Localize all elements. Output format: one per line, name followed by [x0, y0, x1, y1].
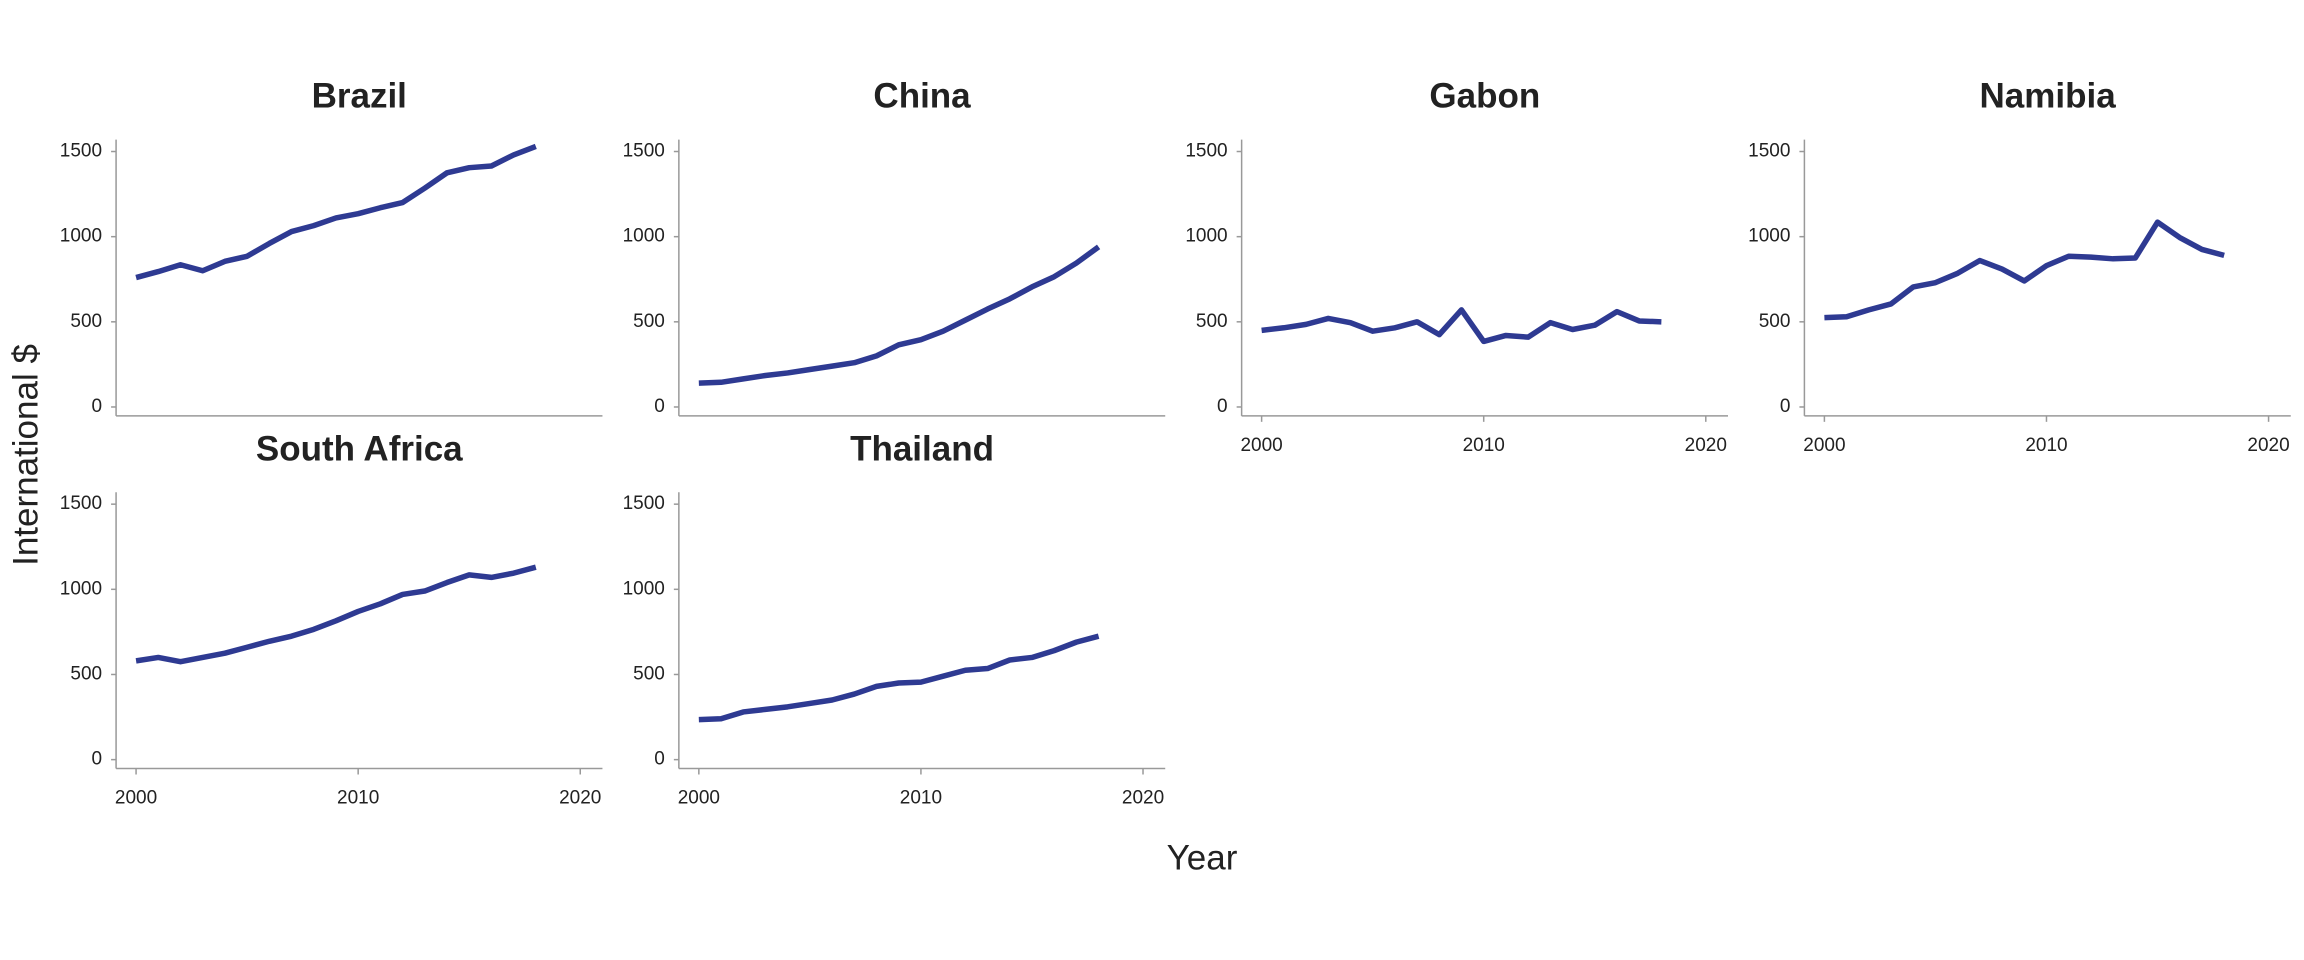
y-tick-label: 1500 — [1185, 141, 1227, 162]
y-tick-label: 500 — [633, 311, 665, 332]
y-tick-label: 500 — [1759, 311, 1791, 332]
data-line — [1824, 219, 2225, 321]
y-tick-label: 500 — [70, 311, 102, 332]
x-tick-label: 2000 — [678, 788, 720, 809]
panel-title: China — [873, 77, 971, 116]
y-tick-label: 0 — [1780, 396, 1791, 417]
x-axis-label: Year — [1167, 838, 1238, 877]
y-tick-label: 1000 — [60, 578, 102, 599]
panel-title: Brazil — [312, 77, 407, 116]
y-tick-label: 1000 — [60, 226, 102, 247]
x-tick-label: 2000 — [1240, 435, 1282, 456]
y-tick-label: 0 — [654, 749, 665, 770]
y-tick-label: 1000 — [1748, 226, 1790, 247]
data-line — [135, 143, 537, 281]
y-tick-label: 0 — [92, 749, 103, 770]
y-tick-label: 1500 — [60, 141, 102, 162]
x-tick-label: 2000 — [1803, 435, 1845, 456]
x-tick-label: 2020 — [2247, 435, 2289, 456]
x-tick-label: 2010 — [900, 788, 942, 809]
panel-title: Thailand — [850, 429, 994, 468]
panel-title: Gabon — [1429, 77, 1540, 116]
data-line — [698, 633, 1100, 723]
y-tick-label: 500 — [1196, 311, 1228, 332]
y-tick-label: 500 — [70, 663, 102, 684]
data-line — [135, 564, 537, 665]
x-tick-label: 2000 — [115, 788, 157, 809]
x-tick-label: 2020 — [559, 788, 601, 809]
data-line — [1261, 307, 1662, 345]
y-tick-label: 500 — [633, 663, 665, 684]
y-tick-label: 1500 — [60, 493, 102, 514]
panel-title: Namibia — [1980, 77, 2117, 116]
x-tick-label: 2020 — [1122, 788, 1164, 809]
y-tick-label: 0 — [654, 396, 665, 417]
y-axis-label: International $ — [6, 344, 45, 566]
y-tick-label: 1500 — [623, 141, 665, 162]
x-tick-label: 2010 — [1463, 435, 1505, 456]
x-tick-label: 2010 — [337, 788, 379, 809]
y-tick-label: 1500 — [1748, 141, 1790, 162]
y-tick-label: 1000 — [623, 578, 665, 599]
y-tick-label: 0 — [92, 396, 103, 417]
x-tick-label: 2010 — [2025, 435, 2067, 456]
panel-title: South Africa — [256, 429, 463, 468]
x-tick-label: 2020 — [1685, 435, 1727, 456]
y-tick-label: 1500 — [623, 493, 665, 514]
y-tick-label: 1000 — [1185, 226, 1227, 247]
y-tick-label: 1000 — [623, 226, 665, 247]
y-tick-label: 0 — [1217, 396, 1228, 417]
data-line — [698, 244, 1101, 386]
